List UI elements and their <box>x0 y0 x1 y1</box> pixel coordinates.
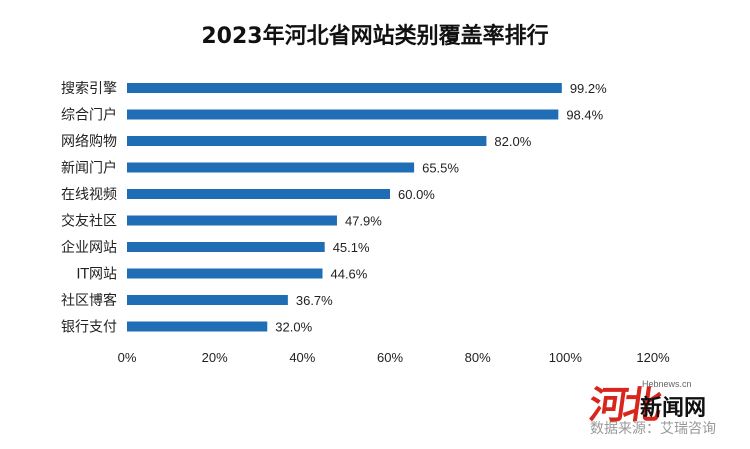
category-label: 新闻门户 <box>61 160 117 177</box>
data-label: 60.0% <box>398 187 435 202</box>
data-label: 98.4% <box>566 108 603 123</box>
bar <box>127 295 288 305</box>
x-tick-label: 20% <box>202 350 228 365</box>
bar <box>127 162 415 173</box>
chart-title: 2023年河北省网站类别覆盖率排行 <box>201 24 549 49</box>
category-label: 银行支付 <box>61 320 117 336</box>
bar <box>127 136 487 146</box>
data-label: 47.9% <box>345 214 382 229</box>
category-label: 交友社区 <box>61 213 117 230</box>
watermark-site-name: 新闻网 <box>640 396 707 421</box>
bar <box>127 321 268 332</box>
data-label: 44.6% <box>330 267 367 282</box>
bar <box>127 83 562 93</box>
x-tick-label: 100% <box>549 350 583 365</box>
category-label: 社区博客 <box>61 292 117 309</box>
data-label: 45.1% <box>333 240 370 255</box>
x-tick-label: 80% <box>465 350 491 365</box>
data-label: 65.5% <box>422 161 459 176</box>
data-labels: 99.2% 98.4% 82.0% 65.5% 60.0% 47.9% 45.1% 44.6%… <box>275 81 607 335</box>
watermark-domain: Hebnews.cn <box>642 379 692 389</box>
x-axis: 0% 20% 40% 60% 80% 100% 120% <box>118 350 670 365</box>
data-label: 99.2% <box>570 81 607 96</box>
watermark: 河北 Hebnews.cn 新闻网 数据来源：艾瑞咨询 <box>586 368 750 449</box>
category-label: 企业网站 <box>61 239 117 256</box>
data-label: 36.7% <box>296 293 333 308</box>
category-label: 网络购物 <box>61 134 117 150</box>
category-label: 在线视频 <box>61 187 117 203</box>
x-tick-label: 40% <box>289 350 315 365</box>
category-label: 综合门户 <box>61 107 117 124</box>
bar <box>127 109 559 120</box>
data-label: 82.0% <box>494 134 531 149</box>
bar <box>127 189 390 199</box>
bar <box>127 268 323 279</box>
bars <box>127 83 562 332</box>
category-label: 搜索引擎 <box>61 80 117 97</box>
x-tick-label: 120% <box>636 350 670 365</box>
x-tick-label: 60% <box>377 350 403 365</box>
x-tick-label: 0% <box>118 350 137 365</box>
bar <box>127 215 337 226</box>
category-label: IT网站 <box>76 267 117 283</box>
watermark-source: 数据来源：艾瑞咨询 <box>590 421 716 437</box>
bar <box>127 242 325 252</box>
data-label: 32.0% <box>275 320 312 335</box>
